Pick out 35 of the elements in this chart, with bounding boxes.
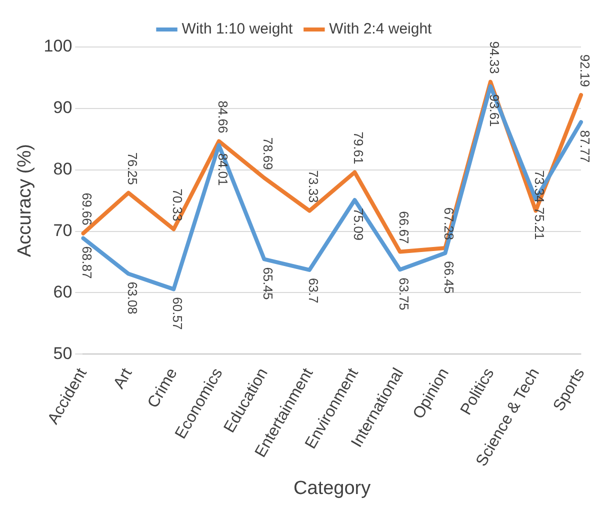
- data-label: 73.34: [532, 170, 548, 203]
- data-label: 65.45: [260, 267, 276, 300]
- data-label: 63.75: [396, 278, 412, 310]
- data-label: 93.61: [486, 94, 502, 127]
- data-label: 75.21: [532, 207, 548, 240]
- y-axis-title: Accuracy (%): [14, 144, 36, 258]
- data-label: 66.45: [442, 261, 457, 294]
- data-label: 63.08: [124, 282, 140, 314]
- y-tick-label: 70: [53, 220, 72, 240]
- data-label: 94.33: [486, 41, 502, 74]
- data-label: 78.69: [260, 137, 276, 170]
- legend-label: With 1:10 weight: [182, 20, 294, 38]
- x-axis-title: Category: [294, 478, 372, 499]
- y-tick-label: 80: [53, 160, 72, 179]
- data-label: 92.19: [577, 54, 592, 87]
- data-label: 87.77: [577, 130, 592, 163]
- data-label: 70.33: [170, 188, 186, 222]
- legend-label: With 2:4 weight: [329, 20, 433, 38]
- data-label: 73.33: [306, 170, 321, 203]
- y-tick-label: 90: [53, 98, 72, 118]
- data-label: 67.28: [442, 207, 457, 240]
- data-label: 75.09: [351, 208, 366, 241]
- data-label: 84.01: [215, 153, 230, 186]
- data-label: 79.61: [351, 132, 366, 164]
- y-tick-label: 60: [53, 282, 72, 302]
- data-label: 76.25: [124, 152, 140, 185]
- y-tick-label: 50: [53, 344, 72, 363]
- data-label: 66.67: [396, 211, 412, 244]
- data-label: 84.66: [215, 100, 230, 134]
- x-tick-label: Art: [110, 365, 136, 392]
- data-label: 69.66: [80, 192, 95, 226]
- data-label: 60.57: [170, 297, 186, 330]
- y-tick-label: 100: [44, 36, 72, 56]
- data-label: 68.87: [80, 246, 95, 279]
- data-label: 63.7: [306, 278, 321, 304]
